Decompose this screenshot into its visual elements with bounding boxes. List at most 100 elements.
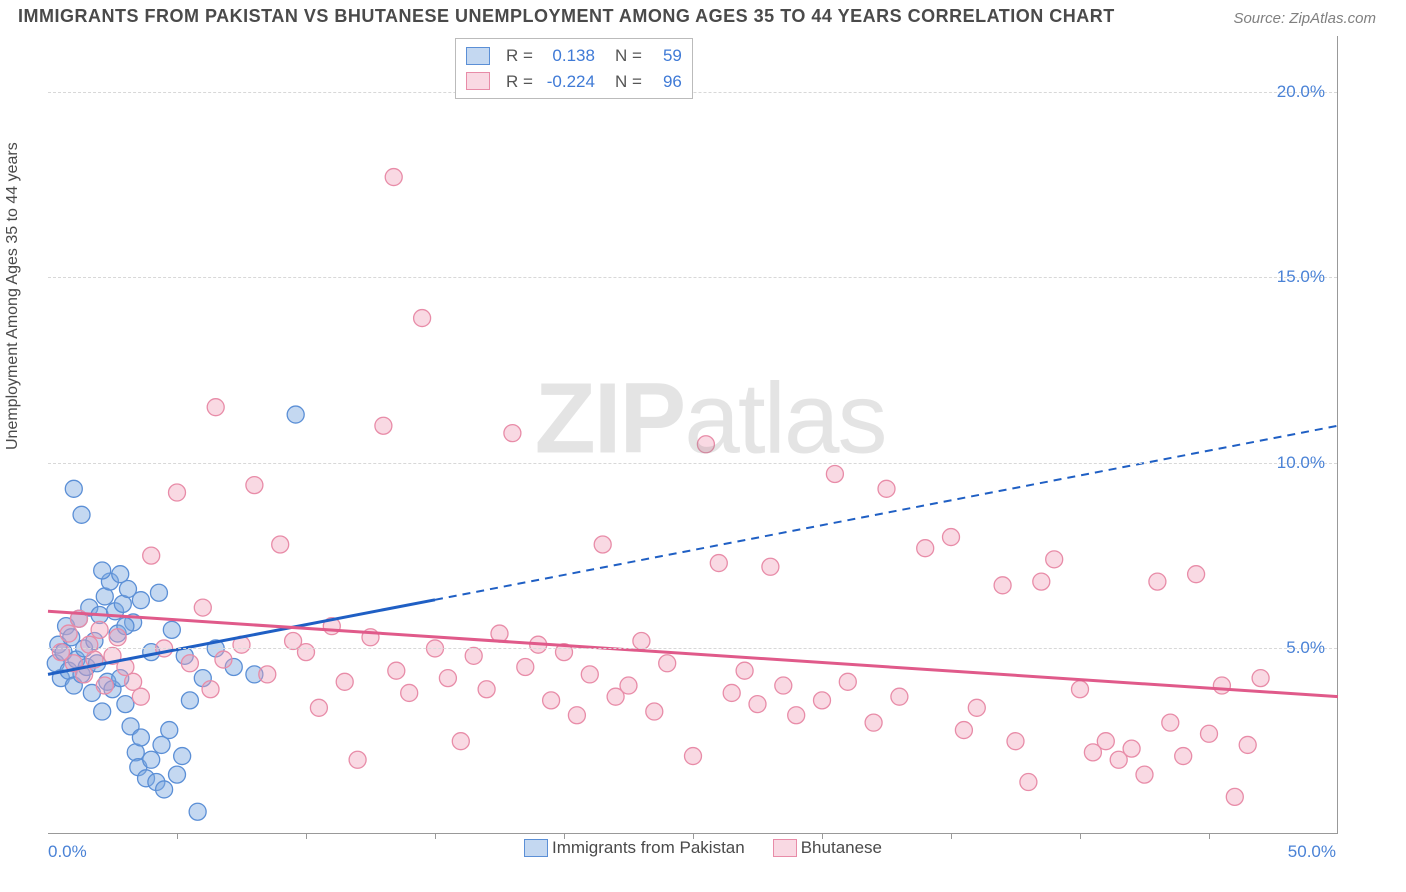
scatter-point <box>994 577 1011 594</box>
scatter-point <box>839 673 856 690</box>
scatter-point <box>659 655 676 672</box>
scatter-point <box>298 644 315 661</box>
scatter-point <box>594 536 611 553</box>
gridline-h <box>48 648 1337 649</box>
gridline-h <box>48 277 1337 278</box>
scatter-point <box>1123 740 1140 757</box>
scatter-point <box>955 722 972 739</box>
y-tick-label: 5.0% <box>1286 638 1325 658</box>
scatter-point <box>73 506 90 523</box>
scatter-point <box>174 748 191 765</box>
scatter-point <box>478 681 495 698</box>
r-value: 0.138 <box>539 43 595 69</box>
scatter-point <box>1213 677 1230 694</box>
scatter-point <box>287 406 304 423</box>
chart-svg <box>48 36 1337 833</box>
series-legend: Immigrants from Pakistan Bhutanese <box>0 838 1406 862</box>
legend-swatch <box>466 47 490 65</box>
legend-label: Immigrants from Pakistan <box>552 838 745 858</box>
scatter-point <box>375 417 392 434</box>
n-value: 96 <box>648 69 682 95</box>
scatter-point <box>439 670 456 687</box>
n-label: N = <box>615 69 642 95</box>
scatter-point <box>65 480 82 497</box>
scatter-point <box>207 399 224 416</box>
scatter-point <box>1162 714 1179 731</box>
scatter-point <box>109 629 126 646</box>
scatter-point <box>736 662 753 679</box>
scatter-point <box>156 781 173 798</box>
y-tick-label: 15.0% <box>1277 267 1325 287</box>
legend-stat-row: R =0.138N =59 <box>466 43 682 69</box>
scatter-point <box>143 751 160 768</box>
scatter-point <box>943 529 960 546</box>
scatter-point <box>762 558 779 575</box>
scatter-point <box>259 666 276 683</box>
scatter-point <box>246 477 263 494</box>
scatter-point <box>1149 573 1166 590</box>
scatter-point <box>826 465 843 482</box>
y-axis-label: Unemployment Among Ages 35 to 44 years <box>4 142 22 450</box>
scatter-point <box>336 673 353 690</box>
scatter-point <box>150 584 167 601</box>
source-attribution: Source: ZipAtlas.com <box>1233 10 1376 27</box>
scatter-point <box>814 692 831 709</box>
r-label: R = <box>506 43 533 69</box>
scatter-point <box>775 677 792 694</box>
y-tick-label: 20.0% <box>1277 82 1325 102</box>
legend-swatch <box>773 839 797 857</box>
r-value: -0.224 <box>539 69 595 95</box>
n-label: N = <box>615 43 642 69</box>
scatter-point <box>620 677 637 694</box>
scatter-point <box>169 766 186 783</box>
scatter-point <box>132 592 149 609</box>
scatter-point <box>169 484 186 501</box>
scatter-point <box>865 714 882 731</box>
scatter-point <box>878 480 895 497</box>
scatter-point <box>91 621 108 638</box>
scatter-point <box>112 566 129 583</box>
scatter-point <box>385 169 402 186</box>
legend-stat-row: R =-0.224 N =96 <box>466 69 682 95</box>
scatter-point <box>1175 748 1192 765</box>
scatter-point <box>1201 725 1218 742</box>
scatter-point <box>388 662 405 679</box>
scatter-point <box>1020 774 1037 791</box>
scatter-point <box>194 599 211 616</box>
legend-swatch <box>466 72 490 90</box>
legend-swatch <box>524 839 548 857</box>
scatter-point <box>891 688 908 705</box>
scatter-point <box>181 692 198 709</box>
r-label: R = <box>506 69 533 95</box>
chart-title: IMMIGRANTS FROM PAKISTAN VS BHUTANESE UN… <box>18 6 1115 27</box>
scatter-point <box>161 722 178 739</box>
correlation-legend: R =0.138N =59R =-0.224N =96 <box>455 38 693 99</box>
scatter-point <box>96 677 113 694</box>
y-tick-label: 10.0% <box>1277 453 1325 473</box>
scatter-point <box>749 696 766 713</box>
scatter-point <box>633 632 650 649</box>
scatter-point <box>968 699 985 716</box>
scatter-point <box>517 658 534 675</box>
scatter-point <box>117 696 134 713</box>
scatter-point <box>181 655 198 672</box>
scatter-point <box>1226 788 1243 805</box>
scatter-point <box>414 310 431 327</box>
scatter-point <box>1033 573 1050 590</box>
scatter-point <box>917 540 934 557</box>
scatter-point <box>163 621 180 638</box>
scatter-point <box>1046 551 1063 568</box>
scatter-point <box>1188 566 1205 583</box>
legend-item: Immigrants from Pakistan <box>524 838 745 858</box>
scatter-point <box>94 562 111 579</box>
scatter-point <box>401 684 418 701</box>
scatter-point <box>1252 670 1269 687</box>
legend-item: Bhutanese <box>773 838 882 858</box>
plot-area: ZIPatlas 5.0%10.0%15.0%20.0% <box>48 36 1338 834</box>
scatter-point <box>1097 733 1114 750</box>
scatter-point <box>723 684 740 701</box>
scatter-point <box>568 707 585 724</box>
scatter-point <box>452 733 469 750</box>
scatter-point <box>94 703 111 720</box>
scatter-point <box>1239 736 1256 753</box>
